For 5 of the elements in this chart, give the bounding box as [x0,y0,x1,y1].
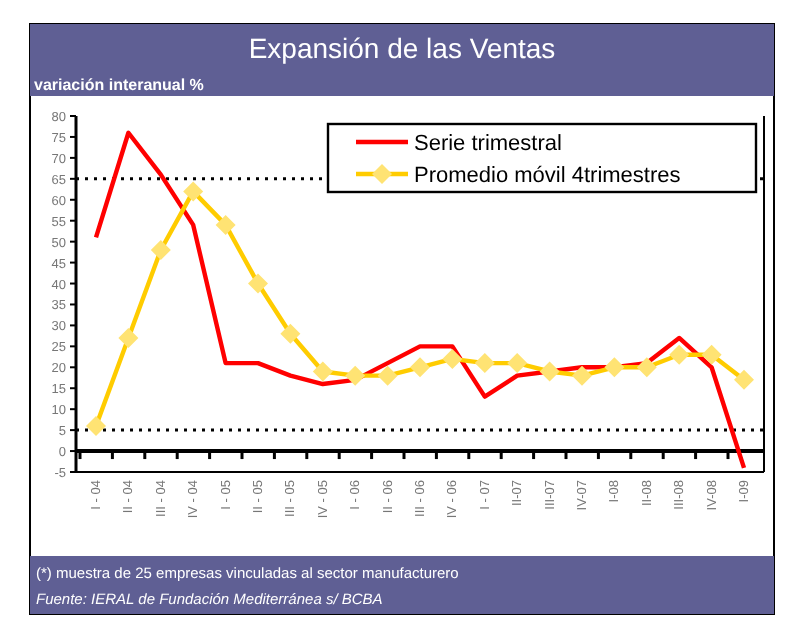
line-series [93,130,747,471]
chart-title: Expansión de las Ventas [248,32,556,64]
chart-subtitle: variación interanual % [34,76,204,94]
legend-label: Promedio móvil 4trimestres [414,164,682,188]
legend-label: Serie trimestral [414,132,562,156]
